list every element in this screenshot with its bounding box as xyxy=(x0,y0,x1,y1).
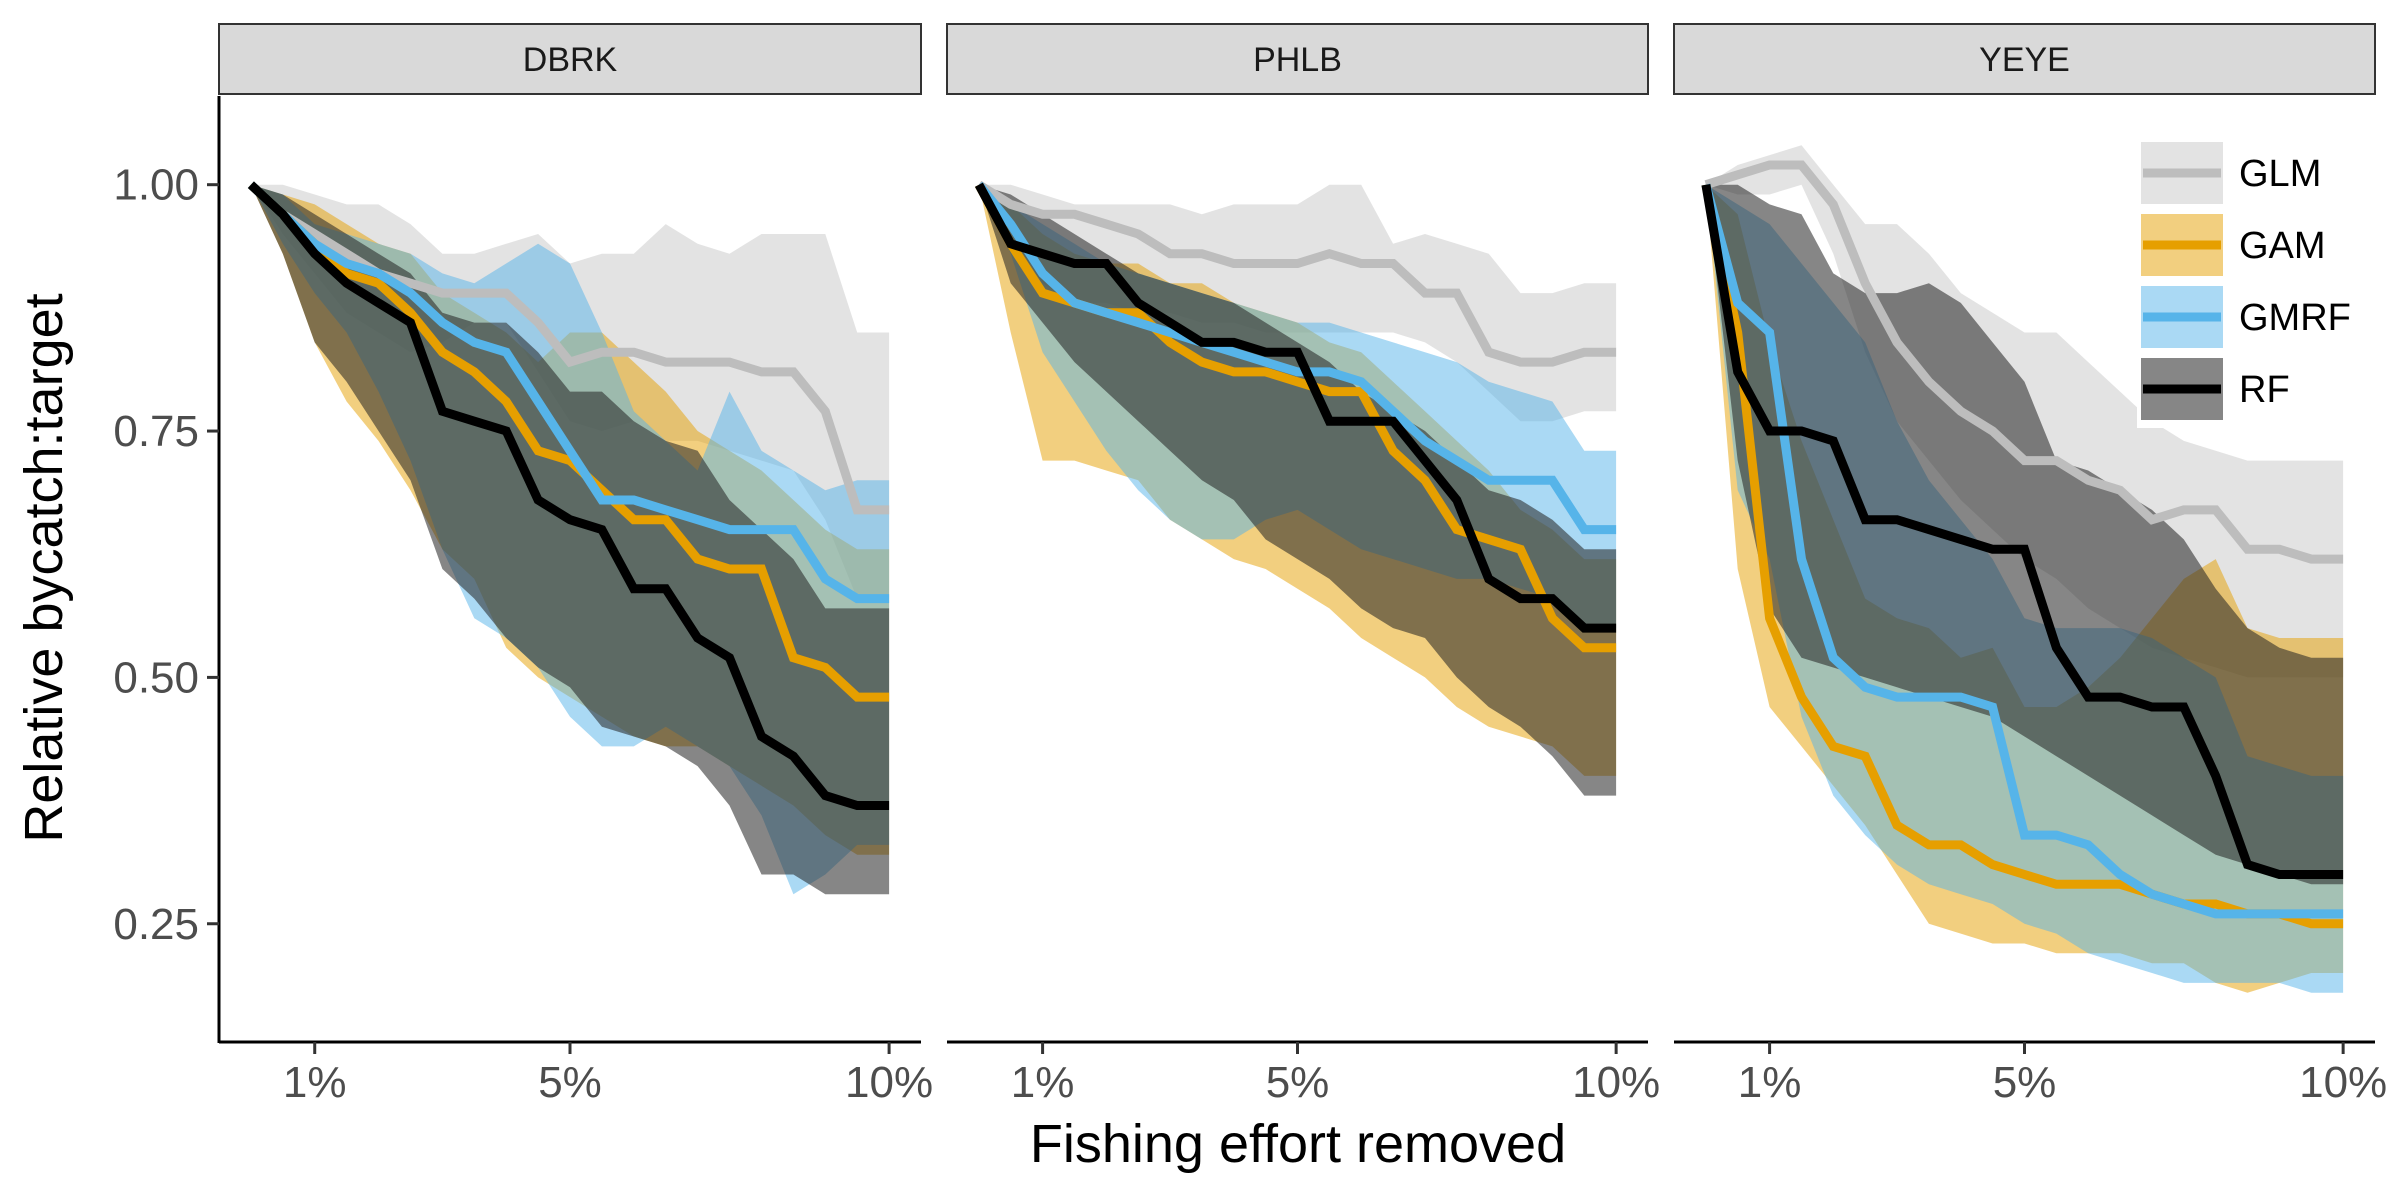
legend-label-gam: GAM xyxy=(2239,225,2326,267)
line-rf xyxy=(974,182,1617,633)
x-tick-label: 1% xyxy=(283,1058,347,1107)
line-gmrf xyxy=(247,181,890,604)
line-glm xyxy=(976,180,1617,367)
facet-strip xyxy=(1673,23,2376,95)
legend-label-rf: RF xyxy=(2239,369,2290,411)
facet-strip xyxy=(218,23,922,95)
legend-label-gmrf: GMRF xyxy=(2239,297,2351,339)
x-tick-label: 10% xyxy=(2299,1058,2387,1107)
line-glm xyxy=(1704,160,2344,564)
line-rf xyxy=(1701,183,2344,879)
line-gam xyxy=(247,181,890,702)
band-rf xyxy=(250,184,890,895)
y-axis-title: Relative bycatch:target xyxy=(14,293,74,842)
legend-label-glm: GLM xyxy=(2239,153,2321,195)
x-tick-label: 1% xyxy=(1011,1058,1075,1107)
line-gmrf xyxy=(1701,183,2344,919)
y-tick-label: 0.50 xyxy=(113,653,199,702)
facet-label: DBRK xyxy=(523,41,618,79)
x-tick-label: 5% xyxy=(1993,1058,2057,1107)
line-rf xyxy=(247,181,890,810)
y-tick-label: 0.25 xyxy=(113,900,199,949)
plot-area xyxy=(974,180,1617,796)
x-tick-label: 10% xyxy=(1572,1058,1660,1107)
facet-label: PHLB xyxy=(1253,41,1342,79)
band-rf xyxy=(978,184,1617,796)
panel-phlb: PHLB 1% 5% 10% xyxy=(946,23,1660,1107)
x-axis-title: Fishing effort removed xyxy=(1030,1114,1566,1174)
line-gmrf xyxy=(975,181,1617,535)
x-tick-label: 5% xyxy=(1266,1058,1330,1107)
facet-label: YEYE xyxy=(1979,41,2070,79)
band-glm xyxy=(978,184,1617,422)
y-tick-label: 1.00 xyxy=(113,161,199,210)
x-tick-label: 5% xyxy=(538,1058,602,1107)
plot-area xyxy=(1701,145,2344,993)
x-tick-label: 10% xyxy=(845,1058,933,1107)
panel-yeye: YEYE 1% 5% 10% xyxy=(1673,23,2387,1107)
x-tick-label: 1% xyxy=(1738,1058,1802,1107)
plot-area xyxy=(247,181,890,895)
legend: GLM GAM GMRF RF xyxy=(2137,138,2377,428)
line-glm xyxy=(247,181,890,515)
panel-dbrk: DBRK 1% 5% 10% xyxy=(218,23,933,1107)
facet-strip xyxy=(946,23,1649,95)
y-tick-label: 0.75 xyxy=(113,407,199,456)
